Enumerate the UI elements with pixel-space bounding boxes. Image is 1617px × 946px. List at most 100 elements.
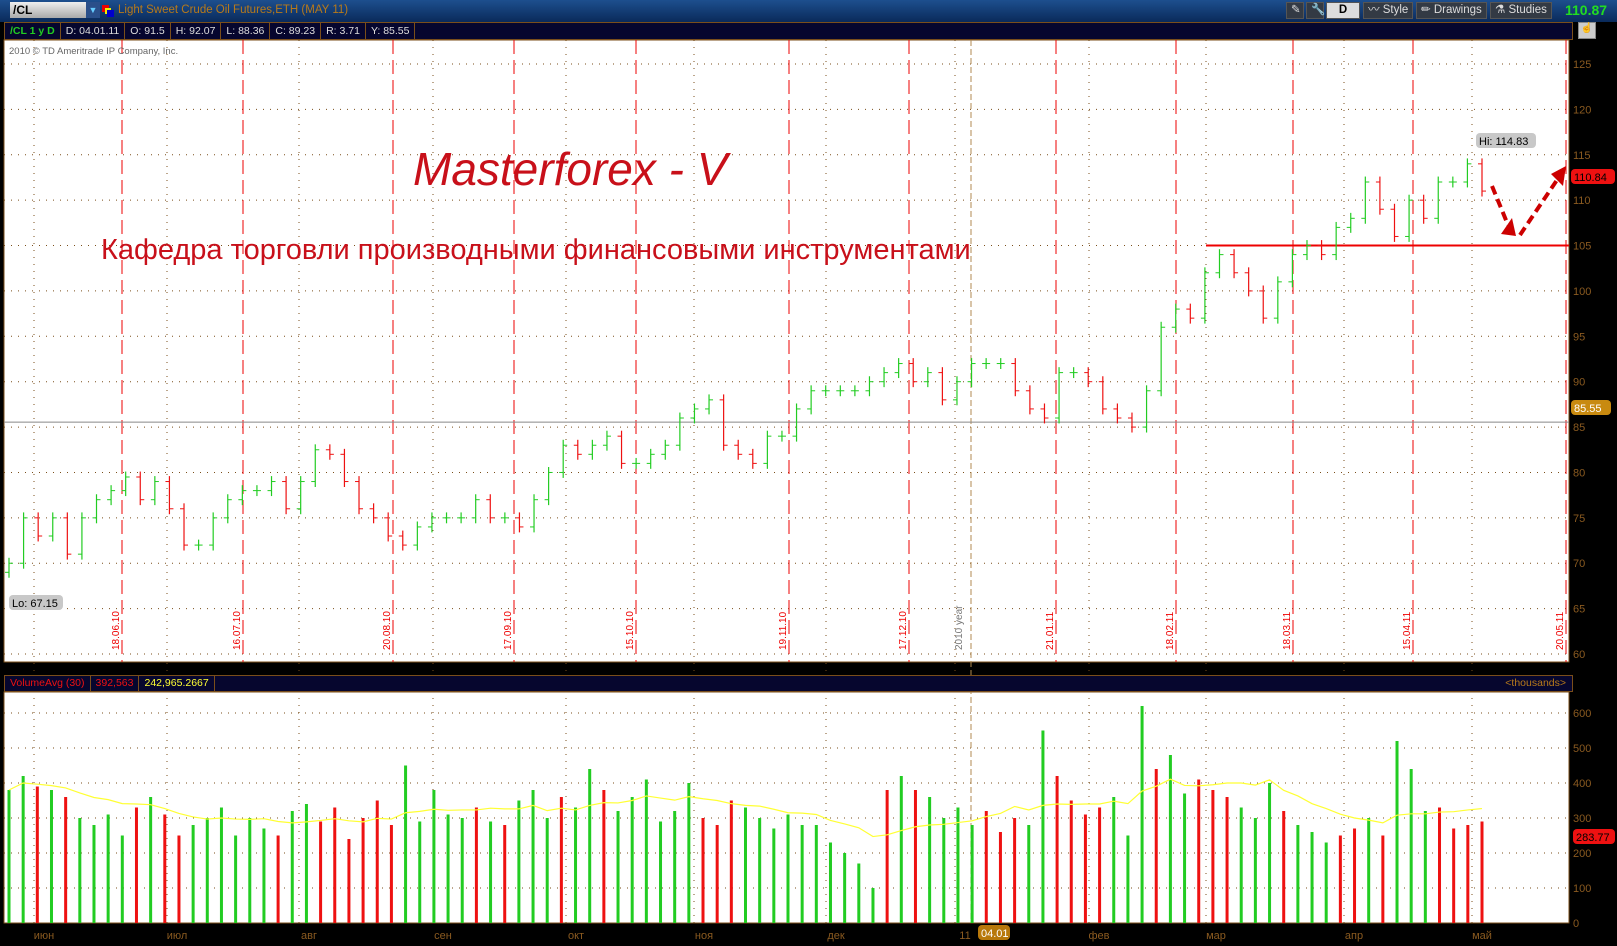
volume-bar — [928, 797, 932, 923]
info-high: H: 92.07 — [171, 23, 222, 39]
date-marker-label: 20.05.11 — [1555, 611, 1566, 650]
volume-bar — [758, 818, 762, 923]
volume-bar — [814, 825, 818, 923]
volume-bar — [375, 800, 379, 923]
volume-bar — [432, 790, 436, 923]
volume-bar — [1409, 769, 1413, 923]
up-arrow-head — [1551, 166, 1566, 186]
volume-units: <thousands> — [1505, 677, 1566, 689]
date-marker-label: 18.06.10 — [111, 611, 122, 650]
price-tick-label: 115 — [1573, 150, 1591, 162]
date-marker-label: 17.09.10 — [503, 611, 514, 650]
volume-study-name[interactable]: VolumeAvg (30) — [5, 676, 91, 691]
volume-bar — [1013, 818, 1017, 923]
volume-bar — [333, 807, 337, 923]
month-label: 11 — [959, 930, 970, 942]
price-tick-label: 60 — [1573, 649, 1585, 661]
down-arrow — [1490, 185, 1510, 226]
month-label: фев — [1088, 930, 1109, 942]
current-volume-label: 283.77 — [1576, 832, 1610, 844]
volume-bar — [503, 825, 507, 923]
volume-bar — [1055, 776, 1059, 923]
month-label: июл — [167, 930, 188, 942]
month-label: авг — [301, 930, 317, 942]
volume-tick-label: 500 — [1573, 743, 1591, 755]
volume-bar — [276, 835, 280, 923]
info-range: R: 3.71 — [321, 23, 366, 39]
volume-bar — [1041, 730, 1045, 923]
volume-bar — [1367, 818, 1371, 923]
date-marker-label: 18.02.11 — [1165, 611, 1176, 650]
lo-label: Lo: 67.15 — [12, 598, 58, 610]
volume-bar — [843, 853, 847, 923]
volume-bar — [21, 776, 25, 923]
volume-bar — [35, 786, 39, 923]
date-marker-label: 15.04.11 — [1402, 611, 1413, 650]
volume-bar — [474, 807, 478, 923]
link-squares-icon[interactable] — [102, 5, 114, 17]
title-bar: /CL ▼ Light Sweet Crude Oil Futures,ETH … — [0, 0, 1617, 22]
drawings-button[interactable]: ✏ Drawings — [1416, 2, 1487, 19]
info-low: L: 88.36 — [221, 23, 271, 39]
volume-bar — [729, 800, 733, 923]
copyright: 2010 © TD Ameritrade IP Company, Inc. — [9, 46, 179, 57]
period-button[interactable]: D — [1326, 2, 1360, 19]
volume-bar — [234, 835, 238, 923]
chart-settings-icon[interactable]: ☝ — [1578, 22, 1596, 39]
volume-bar — [49, 790, 53, 923]
volume-bar — [1154, 769, 1158, 923]
volume-bar — [970, 825, 974, 923]
volume-bar — [616, 811, 620, 923]
volume-bar — [1423, 811, 1427, 923]
wrench-icon[interactable]: 🔧 — [1306, 2, 1325, 19]
volume-bar — [687, 783, 691, 923]
symbol-dropdown-chevron-icon[interactable]: ▼ — [86, 2, 100, 18]
volume-tick-label: 100 — [1573, 883, 1591, 895]
volume-bar — [1112, 797, 1116, 923]
date-marker-label: 16.07.10 — [232, 611, 243, 650]
volume-bar — [1438, 807, 1442, 923]
volume-bar — [191, 825, 195, 923]
volume-bar — [64, 797, 68, 923]
month-label: сен — [434, 930, 452, 942]
volume-bar — [786, 814, 790, 923]
volume-bar — [149, 797, 153, 923]
price-tick-label: 125 — [1573, 59, 1591, 71]
price-tick-label: 100 — [1573, 286, 1591, 298]
volume-bar — [290, 811, 294, 923]
price-tick-label: 120 — [1573, 104, 1591, 116]
volume-bar — [1239, 807, 1243, 923]
symbol-input[interactable]: /CL — [10, 2, 86, 18]
volume-bar — [588, 769, 592, 923]
volume-bar — [800, 825, 804, 923]
volume-bar — [574, 807, 578, 923]
volume-study-header: VolumeAvg (30) 392,563 242,965.2667 <tho… — [4, 675, 1573, 692]
info-open: O: 91.5 — [125, 23, 171, 39]
volume-value: 392,563 — [91, 676, 140, 691]
volume-bar — [1452, 828, 1456, 923]
studies-button[interactable]: ⚗ Studies — [1490, 2, 1552, 19]
volume-bar — [1027, 825, 1031, 923]
volume-bar — [744, 807, 747, 923]
volume-bar — [602, 790, 606, 923]
price-tick-label: 65 — [1573, 604, 1585, 616]
volume-avg-value: 242,965.2667 — [139, 676, 215, 691]
crosshair-tool-icon[interactable]: ✎ — [1286, 2, 1304, 19]
volume-bar — [120, 835, 124, 923]
volume-bar — [389, 825, 393, 923]
current-price-label: 110.84 — [1574, 172, 1607, 184]
volume-bar — [1069, 800, 1073, 923]
style-button[interactable]: 〰 Style — [1363, 2, 1414, 19]
price-tick-label: 95 — [1573, 331, 1585, 343]
crosshair-date-label-bg — [978, 925, 1010, 940]
volume-bar — [1338, 835, 1342, 923]
studies-label: Studies — [1508, 4, 1547, 16]
year-marker-label: 2010 year — [954, 605, 965, 650]
volume-bar — [347, 839, 351, 923]
price-tick-label: 90 — [1573, 377, 1585, 389]
info-prev: Y: 85.55 — [366, 23, 416, 39]
volume-bar — [1126, 835, 1130, 923]
prev-close-label-bg — [1571, 400, 1611, 415]
volume-bar — [984, 811, 988, 923]
